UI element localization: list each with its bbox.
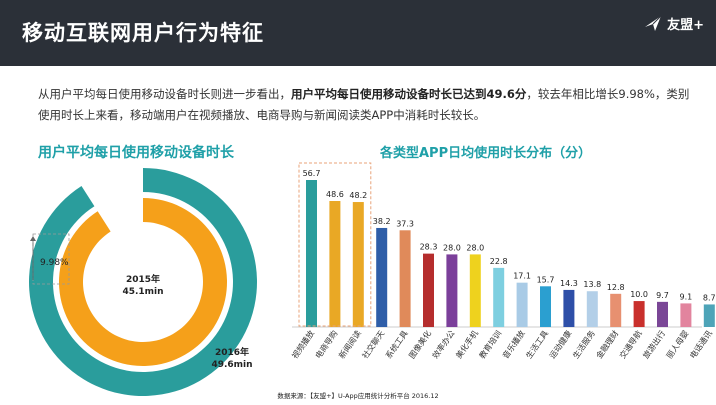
brand-logo: 友盟+ — [643, 12, 704, 34]
ring-2016-value: 49.6min — [211, 360, 252, 370]
bar-7 — [446, 254, 458, 327]
category-label: 交通导航 — [617, 328, 644, 360]
bar-value-label: 8.7 — [703, 293, 716, 302]
bar-2 — [329, 201, 341, 327]
bar-12 — [563, 289, 575, 327]
bar-3 — [352, 202, 364, 327]
bar-value-label: 13.8 — [583, 280, 601, 289]
bar-value-label: 15.7 — [537, 275, 555, 284]
bar-5 — [399, 230, 411, 327]
bar-4 — [376, 227, 388, 327]
bar-6 — [423, 253, 434, 327]
category-label: 旅游出行 — [641, 328, 668, 360]
ring-2015-value: 45.1min — [122, 287, 163, 297]
bar-15 — [633, 301, 645, 327]
description-part1: 从用户平均每日使用移动设备时长则进一步看出， — [38, 87, 291, 101]
bar-17 — [680, 303, 692, 327]
category-label: 图像美化 — [407, 328, 434, 360]
ring-2016-year: 2016年 — [215, 346, 249, 358]
bar-value-label: 10.0 — [630, 290, 648, 299]
category-label: 教育培训 — [477, 328, 504, 360]
category-label: 美化手机 — [453, 328, 480, 360]
bar-8 — [469, 254, 481, 327]
category-label: 效率办公 — [430, 328, 457, 360]
bar-value-label: 28.0 — [443, 243, 461, 252]
category-label: 生活服务 — [570, 328, 597, 360]
bar-value-label: 9.7 — [656, 291, 669, 300]
bar-value-label: 48.2 — [349, 191, 367, 200]
description-highlight: 用户平均每日使用移动设备时长已达到49.6分 — [291, 87, 527, 101]
category-label: 金融理财 — [594, 328, 621, 360]
category-label: 音乐播放 — [500, 328, 527, 360]
category-label: 社交聊天 — [360, 328, 387, 360]
bar-value-label: 22.8 — [490, 257, 508, 266]
category-label: 电商导购 — [313, 328, 340, 360]
brand-name: 友盟+ — [667, 17, 704, 33]
bar-16 — [657, 301, 668, 327]
data-source: 数据来源：【友盟+】U-App应用统计分析平台 2016.12 — [277, 392, 439, 400]
bar-value-label: 56.7 — [303, 169, 321, 178]
category-label: 丽人母婴 — [665, 329, 691, 360]
bar-13 — [586, 291, 598, 327]
bar-18 — [703, 304, 715, 327]
description-part2: ，较去年相比增长9.98%，类别使用时长上来看，移动端用户在视频播放、电商导购与… — [38, 87, 690, 122]
category-label: 系统工具 — [383, 328, 410, 360]
bar-value-label: 12.8 — [607, 283, 625, 292]
category-label: 电话通讯 — [687, 328, 714, 360]
highlight-box — [298, 162, 372, 327]
category-label: 生活工具 — [524, 328, 551, 360]
bar-value-label: 28.3 — [420, 243, 438, 252]
bar-value-label: 17.1 — [513, 272, 531, 281]
category-label: 运动健康 — [547, 328, 574, 360]
ring-2015-year: 2015年 — [126, 273, 160, 285]
bar-chart-title: 各类型APP日均使用时长分布（分） — [380, 146, 592, 161]
bar-value-label: 38.2 — [373, 217, 391, 226]
bar-value-label: 48.6 — [326, 190, 344, 199]
bar-11 — [540, 286, 551, 327]
bar-10 — [516, 282, 528, 327]
donut-chart-title: 用户平均每日使用移动设备时长 — [38, 145, 234, 161]
bar-14 — [610, 293, 622, 327]
bar-value-label: 9.1 — [680, 292, 693, 301]
bar-9 — [493, 267, 505, 327]
growth-arrow-head — [30, 236, 36, 241]
umeng-logo-icon — [645, 15, 662, 31]
page-title: 移动互联网用户行为特征 — [22, 21, 264, 45]
bar-1 — [306, 180, 317, 327]
bar-value-label: 37.3 — [396, 219, 414, 228]
category-label: 新闻阅读 — [336, 328, 363, 360]
growth-label: 9.98% — [40, 258, 69, 268]
category-label: 视频播放 — [290, 328, 317, 360]
description-paragraph: 从用户平均每日使用移动设备时长则进一步看出，用户平均每日使用移动设备时长已达到4… — [38, 84, 698, 126]
header-bar: 移动互联网用户行为特征 友盟+ — [0, 0, 716, 66]
bar-value-label: 28.0 — [466, 243, 484, 252]
bar-value-label: 14.3 — [560, 279, 578, 288]
